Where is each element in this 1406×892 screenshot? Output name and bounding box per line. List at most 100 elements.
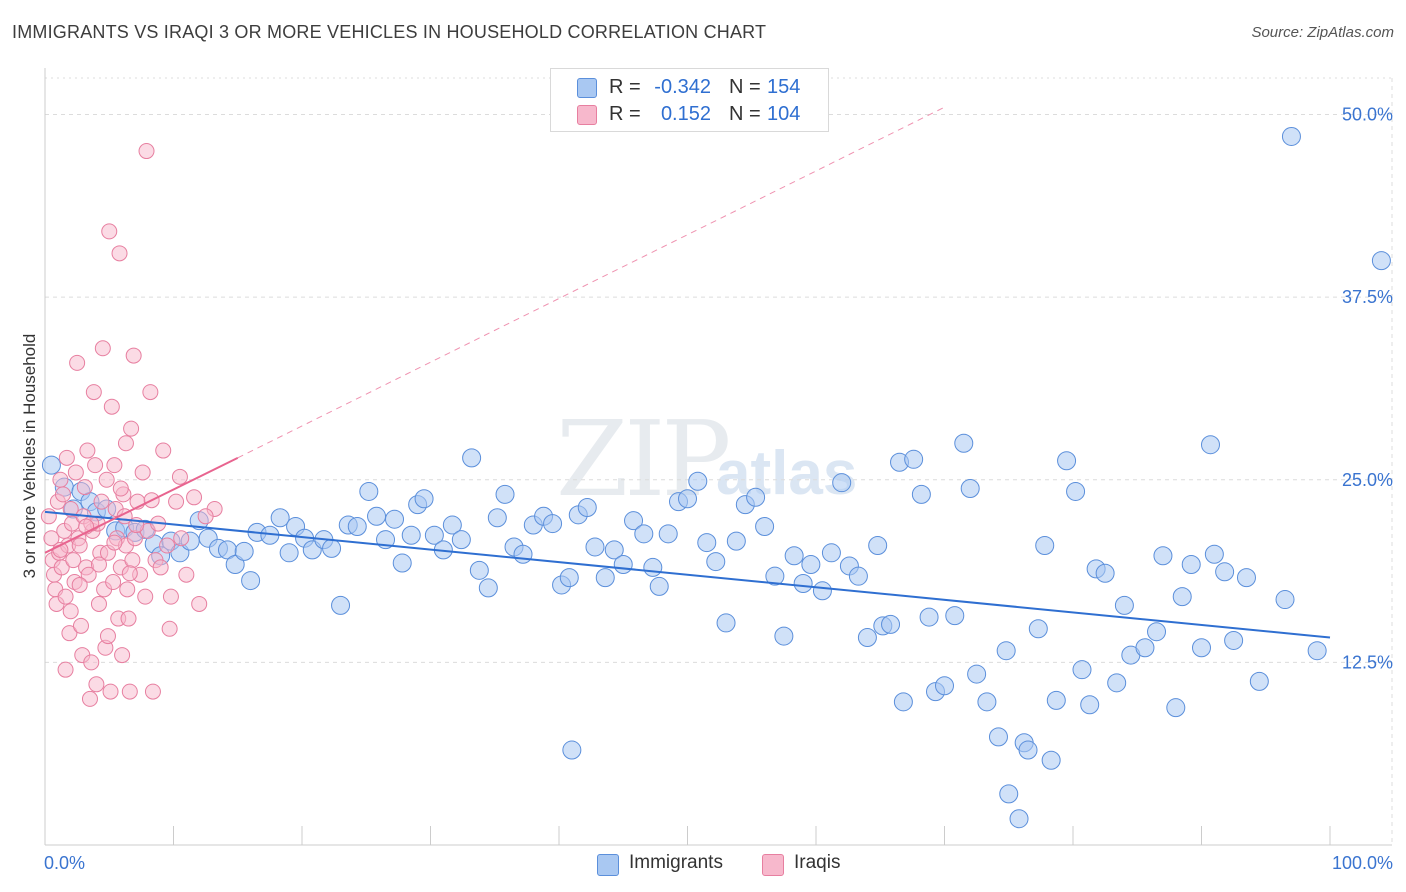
immigrants-point	[658, 524, 678, 544]
immigrants-point	[1046, 690, 1066, 710]
immigrants-point	[270, 508, 290, 528]
immigrants-point	[999, 784, 1019, 804]
iraqis-point	[52, 471, 69, 488]
iraqis-legend-label: Iraqis	[794, 852, 841, 873]
iraqis-point	[53, 559, 70, 576]
immigrants-point	[716, 613, 736, 633]
immigrants-point	[996, 641, 1016, 661]
immigrants-point	[832, 473, 852, 493]
iraqis-point	[62, 603, 79, 620]
immigrants-point	[234, 541, 254, 561]
trend-lines	[44, 106, 1331, 639]
iraqis-point	[103, 398, 120, 415]
n-label: N =	[729, 76, 761, 98]
y-tick-label: 12.5%	[1342, 652, 1393, 672]
n-value: 104	[767, 103, 801, 125]
immigrants-point	[359, 481, 379, 501]
immigrants-point	[1153, 546, 1173, 566]
axes	[44, 68, 1392, 846]
iraqis-point	[124, 552, 141, 569]
iraqis-point	[186, 489, 203, 506]
iraqis-points	[40, 143, 223, 707]
immigrants-point	[911, 484, 931, 504]
immigrants-legend-label: Immigrants	[629, 852, 723, 873]
iraqis-point	[67, 464, 84, 481]
iraqis-point	[119, 581, 136, 598]
immigrants-point	[1249, 671, 1269, 691]
immigrants-point	[697, 533, 717, 553]
iraqis-point	[43, 530, 60, 547]
immigrants-point	[1147, 622, 1167, 642]
y-axis-title: 3 or more Vehicles in Household	[20, 334, 39, 579]
immigrants-point	[1095, 563, 1115, 583]
immigrants-point	[988, 727, 1008, 747]
iraqis-point	[197, 508, 214, 525]
immigrants-point	[424, 525, 444, 545]
iraqis-point	[83, 654, 100, 671]
immigrants-point	[1192, 638, 1211, 658]
iraqis-point	[171, 468, 188, 485]
immigrants-point	[462, 448, 482, 468]
immigrants-point	[469, 560, 489, 580]
r-value: 0.152	[660, 103, 711, 125]
immigrants-point	[1041, 750, 1061, 770]
immigrants-point	[919, 607, 939, 627]
iraqis-point	[99, 628, 116, 645]
immigrants-point	[487, 508, 507, 528]
immigrants-point	[881, 614, 901, 634]
immigrants-point	[726, 531, 746, 551]
immigrants-point	[857, 628, 877, 648]
chart-title: IMMIGRANTS VS IRAQI 3 OR MORE VEHICLES I…	[12, 22, 767, 42]
immigrants-point	[241, 571, 261, 591]
immigrants-point	[613, 554, 633, 574]
iraqis-point	[138, 143, 155, 160]
immigrants-points	[41, 126, 1391, 829]
y-tick-label: 25.0%	[1342, 470, 1393, 490]
iraqis-point	[117, 435, 134, 452]
immigrants-point	[706, 552, 726, 572]
immigrants-point	[414, 489, 434, 509]
immigrants-point	[331, 595, 351, 615]
immigrants-point	[1275, 590, 1295, 610]
watermark-atlas: atlas	[716, 439, 858, 508]
iraqis-point	[102, 683, 119, 700]
iraqis-point	[144, 683, 161, 700]
iraqis-point	[112, 480, 129, 497]
axis-labels: 12.5% 25.0% 37.5% 50.0% 0.0% 100.0% 3 or more …	[20, 105, 1393, 873]
iraqis-point	[81, 690, 98, 707]
iraqis-point	[76, 479, 93, 496]
iraqis-point	[161, 620, 178, 637]
immigrants-point	[1114, 595, 1134, 615]
iraqis-point	[54, 486, 71, 503]
n-label: N =	[729, 103, 761, 125]
iraqis-point	[69, 354, 86, 371]
immigrants-point	[559, 568, 579, 588]
r-label: R =	[609, 103, 641, 125]
iraqis-point	[87, 457, 104, 474]
source-credit: Source: ZipAtlas.com	[1251, 24, 1394, 41]
immigrants-point	[746, 487, 766, 507]
immigrants-point	[543, 514, 563, 534]
iraqis-point	[120, 610, 137, 627]
immigrants-trend-line	[44, 510, 1331, 639]
iraqis-point	[142, 384, 159, 401]
immigrants-point	[765, 566, 785, 586]
iraqis-point	[85, 384, 102, 401]
immigrants-point	[1224, 630, 1244, 650]
x-tick-label: 0.0%	[44, 853, 85, 873]
grid-lines	[45, 77, 1393, 845]
immigrants-point	[1236, 568, 1256, 588]
immigrants-point	[562, 740, 582, 760]
legend-row-immigrants: R = -0.342 N = 154	[551, 75, 828, 101]
r-value: -0.342	[654, 76, 711, 98]
immigrants-point	[577, 498, 597, 518]
immigrants-point	[812, 581, 832, 601]
immigrants-point	[1035, 536, 1055, 556]
immigrants-point	[904, 449, 924, 469]
immigrants-point	[585, 537, 605, 557]
immigrants-point	[495, 484, 515, 504]
iraqis-point	[94, 340, 111, 357]
immigrants-point	[1072, 660, 1092, 680]
immigrants-point	[848, 566, 868, 586]
iraqis-point	[106, 457, 123, 474]
